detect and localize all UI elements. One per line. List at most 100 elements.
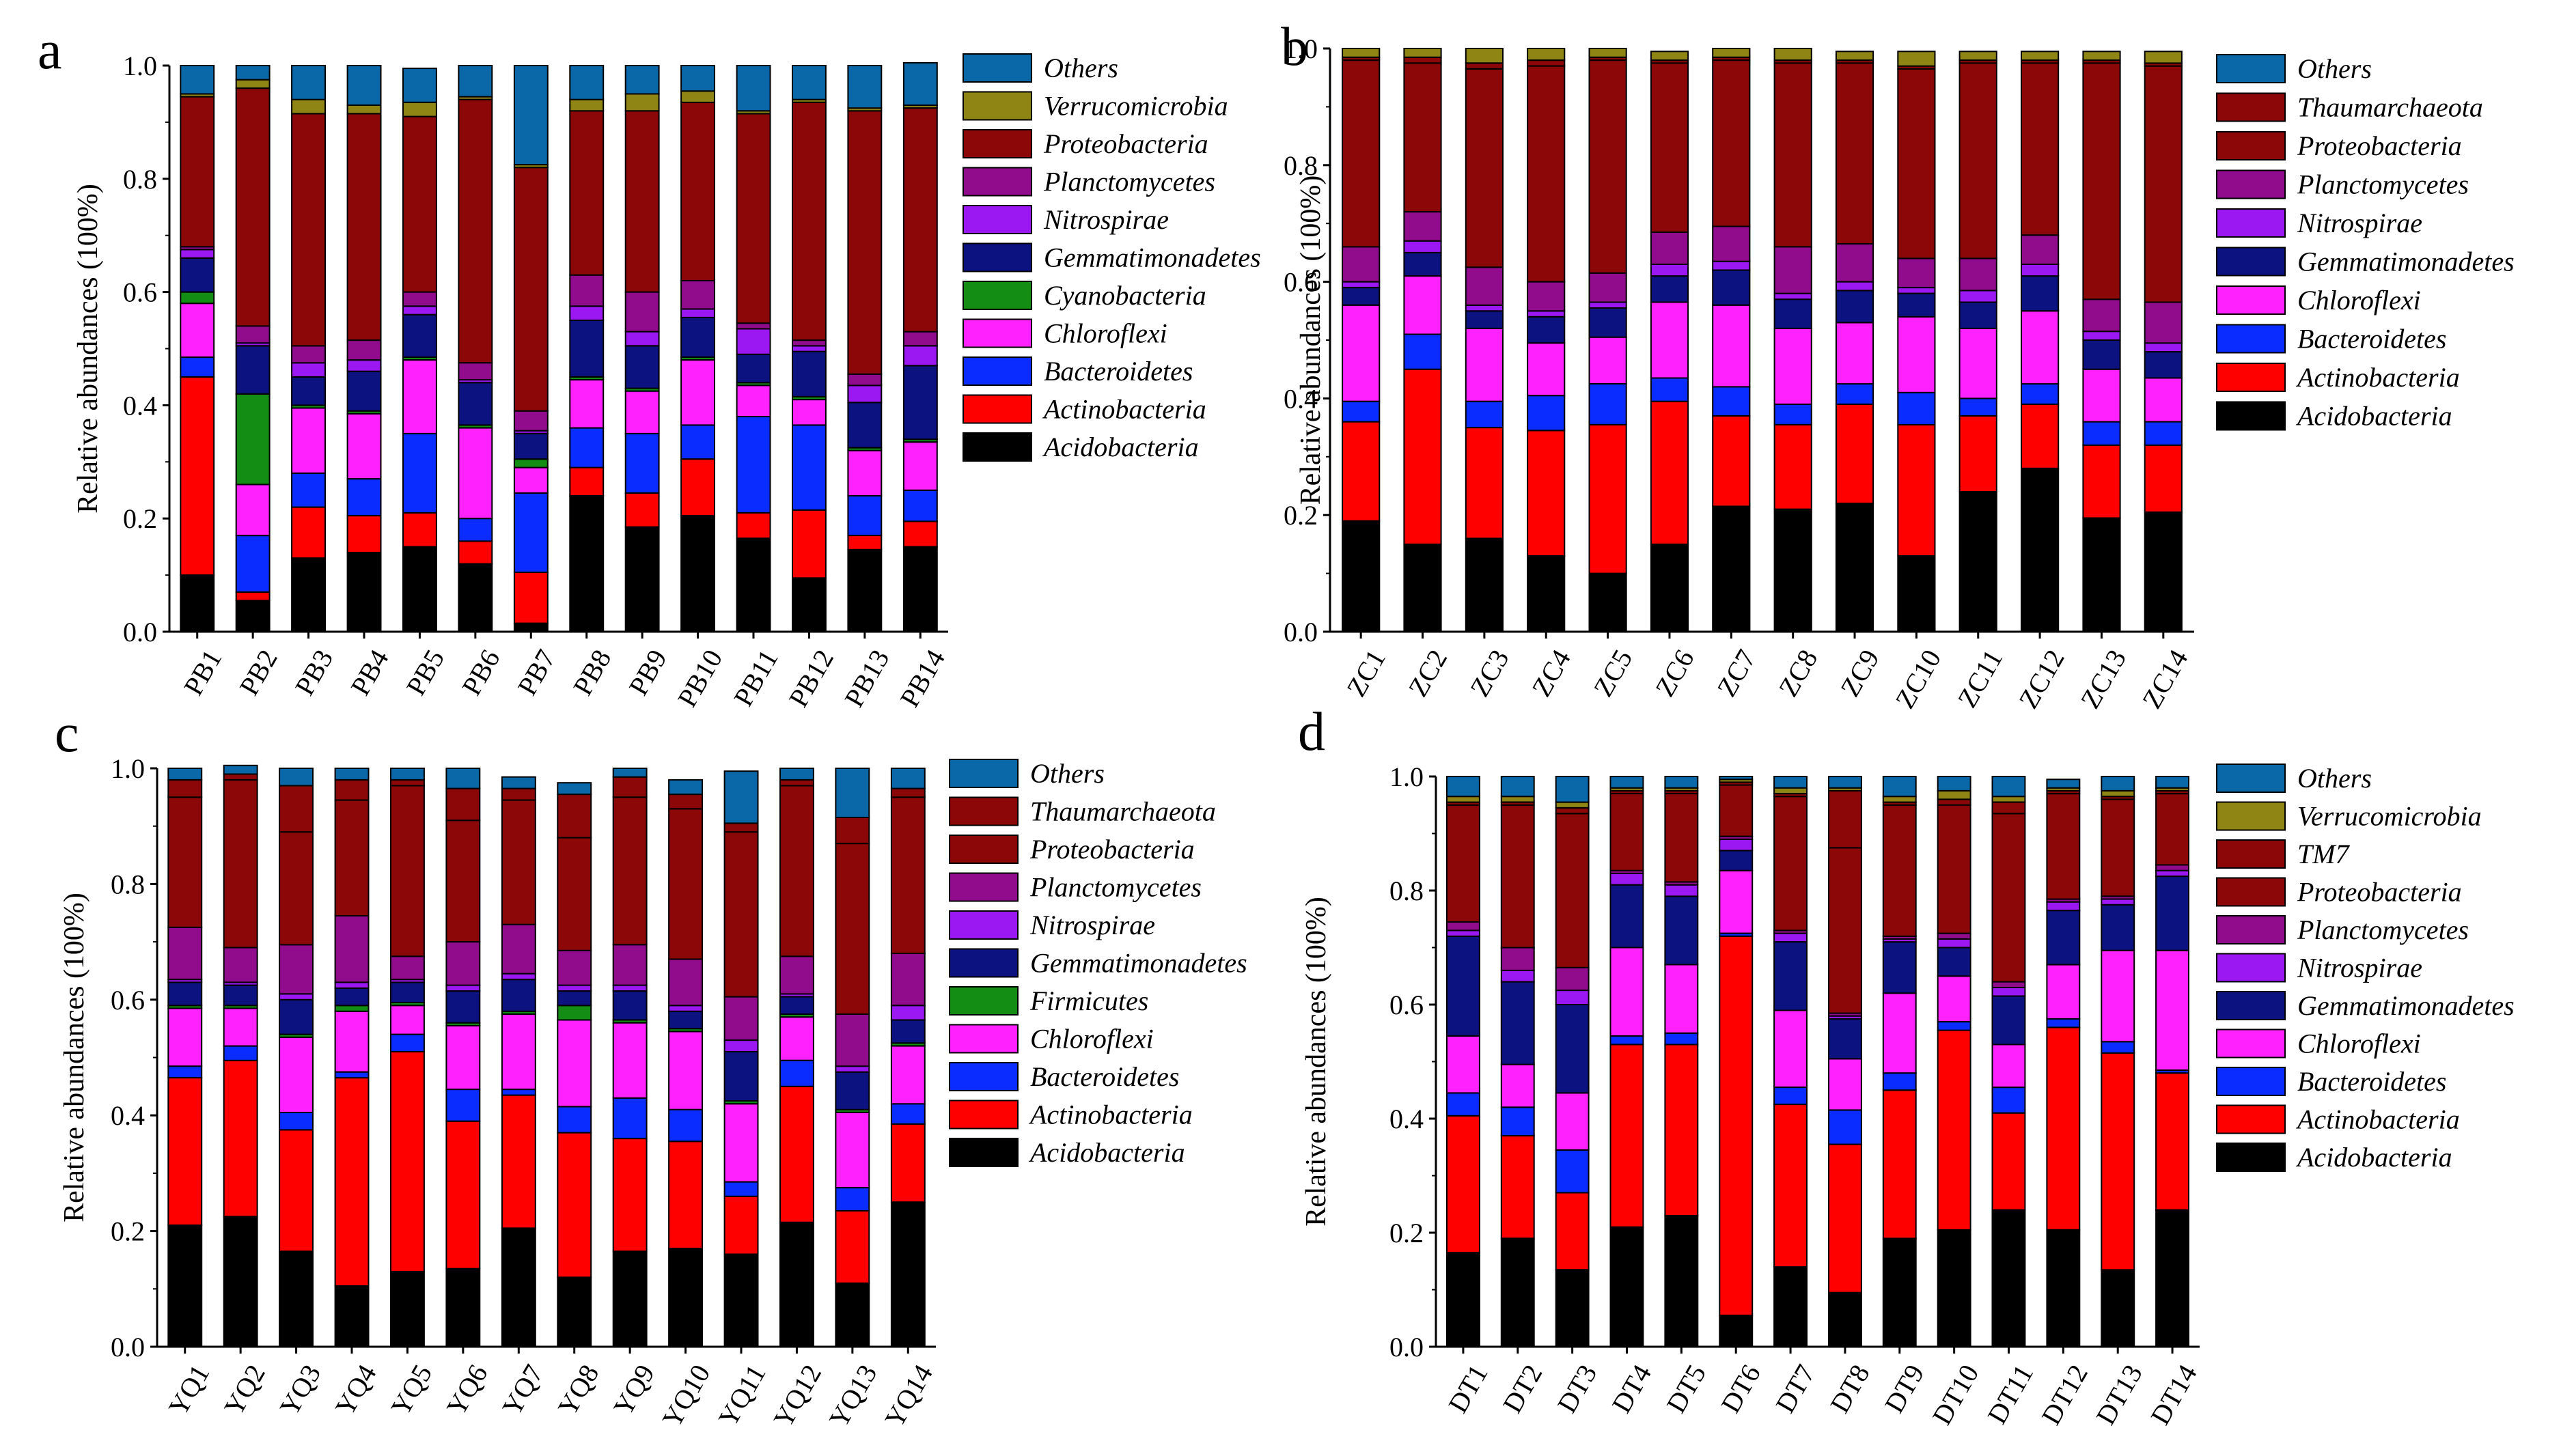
bar-segment-d-DT14-proteobacteria (2155, 793, 2190, 866)
x-tick-label-d-DT6: DT6 (1715, 1359, 1767, 1418)
legend-label-a-bacteroidetes: Bacteroidetes (1044, 356, 1193, 387)
y-axis-title-b: Relative abundances (100%) (1295, 176, 1327, 505)
y-tick-label-d: 0.2 (1389, 1218, 1424, 1248)
bar-segment-d-DT7-gemmatimonadetes (1773, 941, 1808, 1011)
bar-segment-d-DT4-others (1609, 776, 1644, 789)
legend-swatch-d-proteobacteria (2216, 877, 2286, 907)
bar-segment-b-ZC1-nitrospirae (1342, 281, 1381, 289)
bar-segment-c-YQ4-planctomycetes (334, 915, 370, 983)
bar-segment-b-ZC13-acidobacteria (2082, 517, 2121, 632)
y-tick-label-a: 1.0 (123, 51, 157, 81)
legend-swatch-c-gemmatimonadetes (949, 948, 1019, 978)
bar-segment-d-DT1-others (1446, 776, 1480, 798)
bar-segment-c-YQ9-acidobacteria (612, 1250, 648, 1347)
legend-label-a-gemmatimonadetes: Gemmatimonadetes (1044, 242, 1261, 273)
legend-swatch-a-actinobacteria (963, 394, 1032, 424)
bar-segment-d-DT12-others (2046, 779, 2081, 789)
bar-segment-b-ZC11-bacteroidetes (1958, 397, 1997, 417)
bar-segment-c-YQ11-bacteroidetes (723, 1181, 759, 1197)
bar-segment-d-DT10-proteobacteria (1937, 804, 1971, 934)
bar-segment-a-PB3-planctomycetes (291, 345, 327, 364)
legend-label-a-planctomycetes: Planctomycetes (1043, 167, 1215, 197)
bar-segment-d-DT5-actinobacteria (1664, 1044, 1699, 1216)
bar-segment-b-ZC3-planctomycetes (1465, 266, 1504, 306)
bar-segment-c-YQ3-gemmatimonadetes (279, 998, 314, 1035)
bar-segment-c-YQ2-bacteroidetes (223, 1045, 258, 1061)
bar-segment-a-PB14-bacteroidetes (902, 489, 938, 522)
bar-segment-a-PB12-chloroflexi (792, 399, 827, 426)
bar-segment-c-YQ14-bacteroidetes (890, 1103, 926, 1125)
y-axis-title-d: Relative abundances (100%) (1301, 897, 1332, 1227)
bar-segment-a-PB4-proteobacteria (346, 113, 382, 341)
x-tick-label-c-YQ9: YQ9 (607, 1359, 661, 1420)
legend-swatch-d-tm7 (2216, 839, 2286, 869)
bar-segment-a-PB12-planctomycetes (792, 339, 827, 347)
legend-label-a-nitrospirae: Nitrospirae (1043, 204, 1169, 235)
bar-segment-d-DT14-others (2155, 776, 2190, 789)
y-tick-label-a: 0.2 (123, 503, 157, 534)
bar-segment-c-YQ3-bacteroidetes (279, 1112, 314, 1131)
bar-segment-b-ZC12-acidobacteria (2021, 467, 2060, 633)
bar-segment-a-PB13-bacteroidetes (847, 495, 883, 536)
bar-segment-d-DT13-verrucomicrobia (2101, 789, 2135, 798)
bar-segment-c-YQ9-gemmatimonadetes (612, 990, 648, 1021)
bar-segment-c-YQ3-others (279, 768, 314, 787)
bar-segment-c-YQ12-gemmatimonadetes (779, 996, 814, 1015)
legend-swatch-c-chloroflexi (949, 1024, 1019, 1054)
x-tick-label-a-PB9: PB9 (622, 644, 672, 700)
bar-segment-b-ZC12-chloroflexi (2021, 310, 2060, 385)
bar-segment-b-ZC4-planctomycetes (1527, 281, 1566, 312)
bar-segment-c-YQ4-acidobacteria (334, 1285, 370, 1347)
bar-segment-d-DT1-nitrospirae (1446, 929, 1480, 937)
bar-segment-a-PB6-others (458, 65, 493, 98)
bar-segment-a-PB13-nitrospirae (847, 384, 883, 404)
legend-swatch-d-actinobacteria (2216, 1104, 2286, 1134)
bar-segment-d-DT12-nitrospirae (2046, 901, 2081, 912)
bar-segment-a-PB6-gemmatimonadetes (458, 382, 493, 426)
bar-segment-c-YQ10-gemmatimonadetes (668, 1010, 703, 1030)
bar-segment-b-ZC3-actinobacteria (1465, 427, 1504, 540)
legend-swatch-a-chloroflexi (963, 318, 1032, 348)
bar-segment-b-ZC6-gemmatimonadetes (1650, 275, 1689, 303)
x-tick-label-a-PB5: PB5 (400, 644, 450, 700)
x-tick-label-d-DT9: DT9 (1879, 1359, 1930, 1418)
bar-segment-a-PB2-planctomycetes (235, 325, 271, 344)
x-tick-label-b-ZC2: ZC2 (1402, 644, 1454, 701)
bar-segment-b-ZC5-chloroflexi (1588, 336, 1627, 385)
panel-label-d: d (1298, 702, 1325, 762)
bar-segment-d-DT2-nitrospirae (1500, 969, 1535, 983)
bar-segment-a-PB4-acidobacteria (346, 551, 382, 633)
legend-swatch-a-bacteroidetes (963, 356, 1032, 386)
bar-segment-c-YQ7-proteobacteria (501, 799, 536, 925)
legend-swatch-c-thaumarchaeota (949, 796, 1019, 826)
bar-segment-c-YQ10-planctomycetes (668, 958, 703, 1007)
bar-segment-b-ZC12-planctomycetes (2021, 234, 2060, 265)
bar-segment-c-YQ8-chloroflexi (557, 1019, 592, 1108)
bar-segment-d-DT10-tm7 (1937, 798, 1971, 806)
bar-segment-b-ZC4-thaumarchaeota (1527, 59, 1566, 67)
bar-segment-a-PB8-gemmatimonadetes (569, 320, 605, 378)
x-tick-label-a-PB6: PB6 (456, 644, 506, 700)
legend-swatch-c-others (949, 759, 1019, 788)
bar-segment-d-DT13-bacteroidetes (2101, 1041, 2135, 1054)
bar-segment-b-ZC5-proteobacteria (1588, 59, 1627, 274)
x-tick-label-c-YQ10: YQ10 (656, 1359, 716, 1432)
bar-segment-d-DT5-nitrospirae (1664, 884, 1699, 897)
bar-segment-a-PB7-bacteroidetes (513, 492, 549, 574)
legend-swatch-c-proteobacteria (949, 835, 1019, 864)
bar-segment-c-YQ14-proteobacteria (890, 796, 926, 955)
bar-segment-b-ZC7-nitrospirae (1712, 260, 1751, 271)
bar-segment-c-YQ9-bacteroidetes (612, 1097, 648, 1140)
bar-segment-b-ZC9-verrucomicrobia (1835, 51, 1874, 61)
bar-segment-c-YQ3-thaumarchaeota (279, 785, 314, 833)
y-tick-label-c: 0.4 (111, 1100, 145, 1131)
bar-segment-d-DT3-tm7 (1555, 807, 1590, 815)
x-tick-label-d-DT8: DT8 (1824, 1359, 1876, 1418)
bar-segment-b-ZC11-acidobacteria (1958, 491, 1997, 632)
bar-segment-c-YQ4-gemmatimonadetes (334, 987, 370, 1007)
bar-segment-c-YQ11-nitrospirae (723, 1039, 759, 1052)
bar-segment-d-DT2-verrucomicrobia (1500, 796, 1535, 803)
bar-segment-c-YQ13-proteobacteria (835, 843, 870, 1015)
bar-segment-a-PB5-acidobacteria (402, 546, 437, 632)
bar-segment-c-YQ9-chloroflexi (612, 1022, 648, 1099)
